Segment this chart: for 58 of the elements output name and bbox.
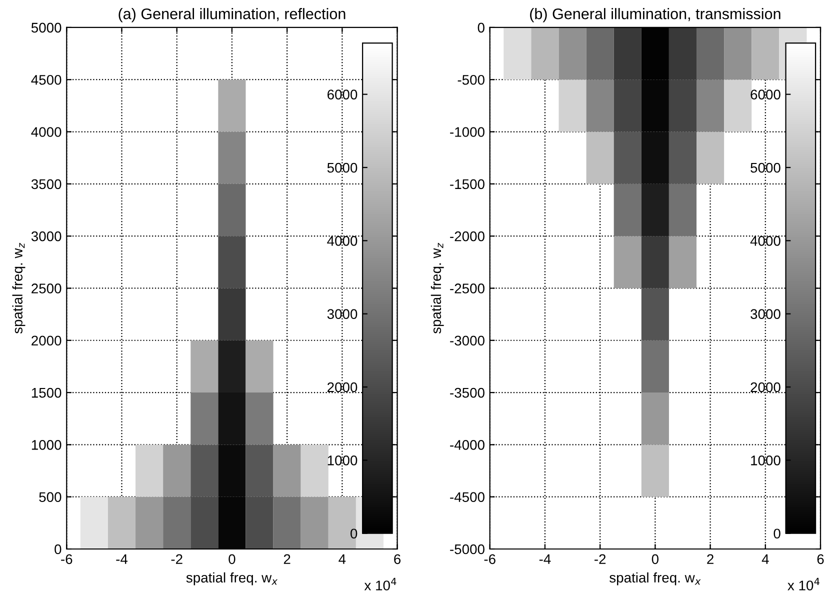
y-tick-label: 3000 xyxy=(31,231,62,242)
color-bar-label: 5000 xyxy=(327,162,358,173)
y-tick-label: 500 xyxy=(39,492,62,502)
x-tick-label: -4 xyxy=(116,554,128,564)
x-tick-label: -4 xyxy=(539,554,551,564)
text: x 10$^{4}$ xyxy=(788,578,820,590)
color-bar-label: 6000 xyxy=(750,90,780,100)
y-tick-label: 0 xyxy=(478,22,484,33)
y-tick-label: -2000 xyxy=(450,231,484,242)
color-bar-label: 6000 xyxy=(328,90,358,100)
y-axis-title: spatial freq. w$_{z}$ xyxy=(12,242,26,334)
y-tick-label: 0 xyxy=(54,544,62,554)
x-tick-label: 2 xyxy=(284,554,290,564)
color-bar-label: 3000 xyxy=(327,309,358,320)
y-tick-label: 1500 xyxy=(32,388,62,398)
x-tick-label: 0 xyxy=(652,554,659,564)
x-tick-label: 6 xyxy=(394,554,401,564)
y-axis-title: spatial freq. w$_{z}$ xyxy=(430,242,444,334)
y-tick-label: -1500 xyxy=(450,179,484,190)
y-tick-label: -3000 xyxy=(450,336,484,346)
y-tick-label: 1000 xyxy=(32,440,62,450)
y-tick-label: 2000 xyxy=(32,336,62,346)
x-axis-title: spatial freq. w$_{x}$ xyxy=(610,572,701,586)
color-bar-label: 1000 xyxy=(751,456,780,466)
x-tick-label: 0 xyxy=(228,554,236,564)
y-tick-label: -1000 xyxy=(450,127,484,137)
color-bar-label: 0 xyxy=(774,528,780,539)
y-tick-label: -5000 xyxy=(450,544,484,554)
color-bar-label: 5000 xyxy=(750,162,780,173)
chart-title: (a) General illumination, reflection xyxy=(118,8,346,22)
color-bar-label: 2000 xyxy=(328,382,358,392)
x-tick-label: -6 xyxy=(484,554,496,564)
y-tick-label: -4500 xyxy=(450,492,484,502)
y-tick-label: -3500 xyxy=(450,388,484,398)
x-tick-label: -6 xyxy=(61,554,72,564)
y-tick-label: 4000 xyxy=(31,127,62,137)
y-tick-label: -500 xyxy=(458,74,484,85)
x-axis-title: spatial freq. w$_{x}$ xyxy=(186,572,278,586)
x-tick-label: 4 xyxy=(338,554,346,564)
color-bar-label: 1000 xyxy=(328,456,358,466)
y-tick-label: -2500 xyxy=(450,284,484,294)
y-tick-label: 2500 xyxy=(32,284,62,294)
x-tick-label: 2 xyxy=(707,554,714,564)
chart-title: (b) General illumination, transmission xyxy=(530,8,780,22)
x-tick-label: 4 xyxy=(762,554,769,564)
color-bar-label: 4000 xyxy=(750,236,780,246)
color-bar-label: 3000 xyxy=(750,309,780,320)
y-tick-label: -4000 xyxy=(450,440,484,450)
color-bar-label: 4000 xyxy=(327,236,358,246)
x-tick-label: -2 xyxy=(594,554,606,564)
x-tick-label: 6 xyxy=(817,554,824,564)
color-bar-label: 2000 xyxy=(750,382,780,392)
text: x 10$^{4}$ xyxy=(364,578,396,590)
y-tick-label: 5000 xyxy=(31,22,62,33)
y-tick-label: 4500 xyxy=(31,74,62,85)
y-tick-label: 3500 xyxy=(31,179,62,190)
x-tick-label: -2 xyxy=(171,554,182,564)
color-bar-label: 0 xyxy=(350,528,358,539)
